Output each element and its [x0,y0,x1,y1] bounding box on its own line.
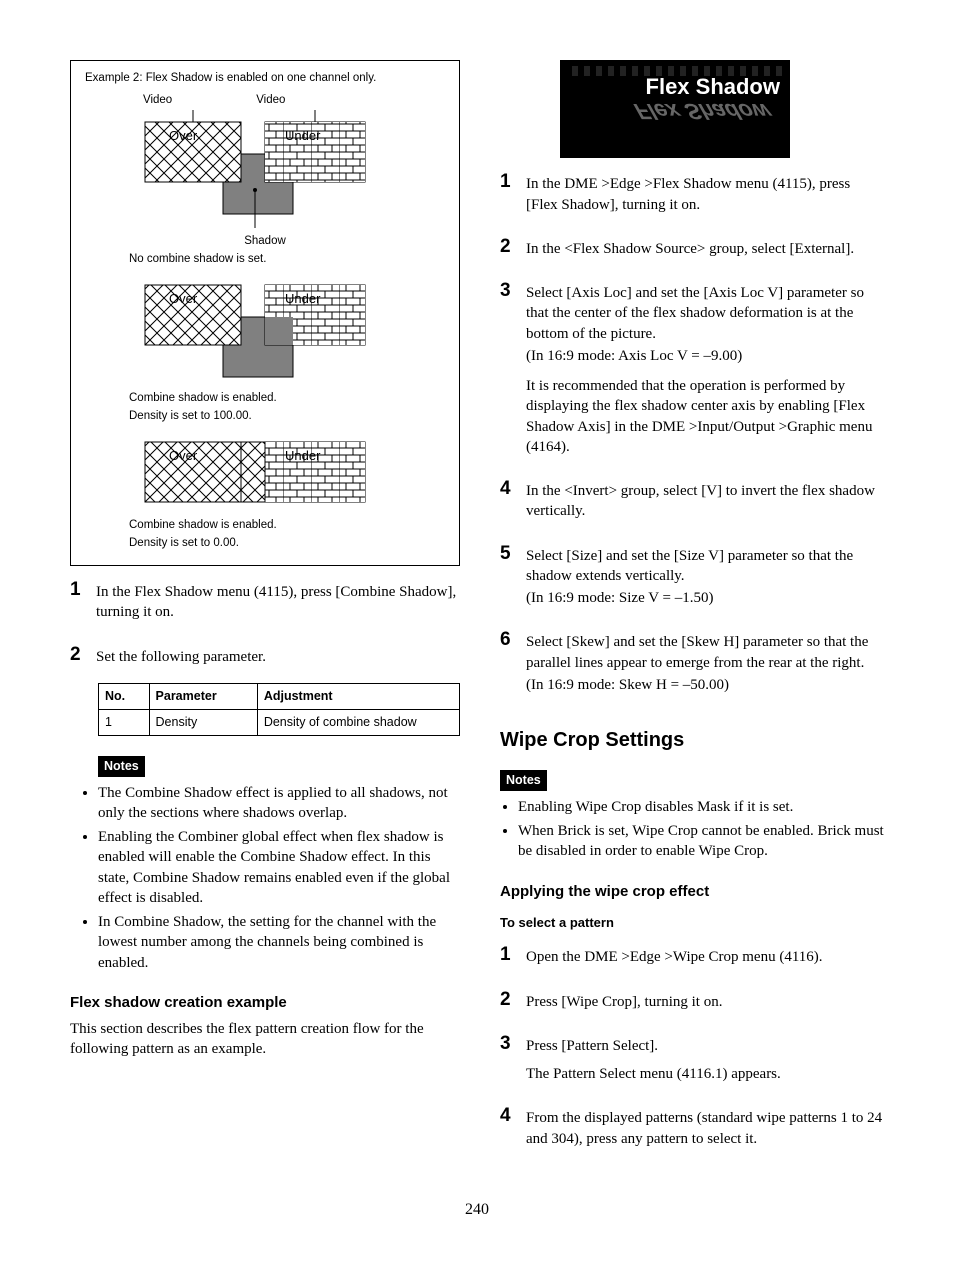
shadow-label: Shadow [85,234,445,250]
right-step-1: 1 In the DME >Edge >Flex Shadow menu (41… [500,172,884,223]
th-adj: Adjustment [257,683,459,709]
video-label-right: Video [256,93,285,109]
diagram-sublabel-1: No combine shadow is set. [85,252,445,268]
left-step-1: 1 In the Flex Shadow menu (4115), press … [70,580,460,631]
diagram-sublabel-2a: Combine shadow is enabled. [85,391,445,407]
video-label-left: Video [143,93,172,109]
applying-heading: Applying the wipe crop effect [500,882,884,902]
right-step-5: 5 Select [Size] and set the [Size V] par… [500,544,884,617]
wipe-step-2: 2 Press [Wipe Crop], turning it on. [500,990,884,1020]
diagram-sublabel-3b: Density is set to 0.00. [85,536,445,552]
left-step-2: 2 Set the following parameter. [70,645,460,675]
wipe-step-3: 3 Press [Pattern Select]. The Pattern Se… [500,1034,884,1093]
th-param: Parameter [149,683,257,709]
flex-shadow-thumbnail: Flex Shadow Flex Shadow [560,60,790,158]
left-column: Example 2: Flex Shadow is enabled on one… [70,60,460,1163]
th-no: No. [99,683,150,709]
left-notes-list: The Combine Shadow effect is applied to … [80,783,460,973]
diagram-sublabel-2b: Density is set to 100.00. [85,409,445,425]
svg-text:Over: Over [169,448,198,463]
right-step-2: 2 In the <Flex Shadow Source> group, sel… [500,237,884,267]
svg-text:Flex Shadow: Flex Shadow [631,99,776,124]
reflection-icon: Flex Shadow [566,98,784,146]
pair-svg-3: Over Under [115,434,415,514]
pair-svg-1: Over Under [115,110,415,230]
diagram-box: Example 2: Flex Shadow is enabled on one… [70,60,460,566]
over-label: Over [169,128,198,143]
wipe-step-1: 1 Open the DME >Edge >Wipe Crop menu (41… [500,945,884,975]
notes-badge: Notes [98,756,145,777]
diagram-sublabel-3a: Combine shadow is enabled. [85,518,445,534]
flex-example-heading: Flex shadow creation example [70,993,460,1013]
right-step-6: 6 Select [Skew] and set the [Skew H] par… [500,630,884,703]
table-row: 1 Density Density of combine shadow [99,709,460,735]
diagram-caption: Example 2: Flex Shadow is enabled on one… [85,71,445,87]
wipe-notes-list: Enabling Wipe Crop disables Mask if it i… [500,797,884,862]
select-pattern-heading: To select a pattern [500,914,884,932]
wipe-crop-heading: Wipe Crop Settings [500,727,884,754]
notes-badge-right: Notes [500,770,547,791]
right-step-3: 3 Select [Axis Loc] and set the [Axis Lo… [500,281,884,465]
two-column-layout: Example 2: Flex Shadow is enabled on one… [70,60,884,1163]
under-label: Under [285,128,321,143]
svg-text:Under: Under [285,291,321,306]
page-number: 240 [70,1199,884,1221]
wipe-step-4: 4 From the displayed patterns (standard … [500,1106,884,1157]
flex-example-paragraph: This section describes the flex pattern … [70,1019,460,1060]
right-column: Flex Shadow Flex Shadow 1 In the DME >Ed… [500,60,884,1163]
parameter-table: No. Parameter Adjustment 1 Density Densi… [98,683,460,736]
right-step-4: 4 In the <Invert> group, select [V] to i… [500,479,884,530]
svg-text:Under: Under [285,448,321,463]
svg-text:Over: Over [169,291,198,306]
pair-svg-2: Over Under [115,277,415,387]
